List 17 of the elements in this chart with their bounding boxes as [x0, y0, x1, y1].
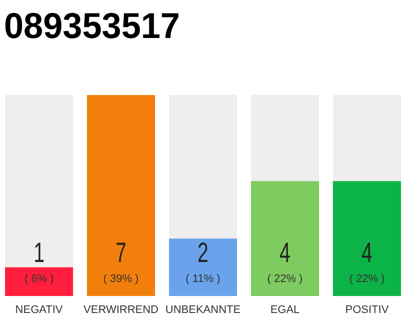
data-label: 2 [198, 238, 208, 269]
data-label: 4 [280, 238, 290, 269]
x-tick-label: VERWIRREND [84, 304, 159, 316]
x-tick-label: EGAL [270, 304, 300, 316]
x-tick-label: POSITIV [345, 304, 390, 316]
annotation: ( 11% ) [186, 273, 220, 285]
annotation: ( 39% ) [103, 273, 139, 285]
bar [5, 267, 74, 296]
data-label: 4 [362, 238, 372, 269]
data-label: 7 [116, 238, 126, 269]
annotation: ( 22% ) [267, 273, 303, 285]
annotation: ( 22% ) [349, 273, 385, 285]
chart-title: 089353517 [4, 5, 184, 46]
x-tick-label: NEGATIV [15, 304, 64, 316]
annotation: ( 6% ) [24, 273, 54, 285]
data-label: 1 [34, 238, 44, 269]
x-tick-label: UNBEKANNTE [165, 304, 241, 316]
